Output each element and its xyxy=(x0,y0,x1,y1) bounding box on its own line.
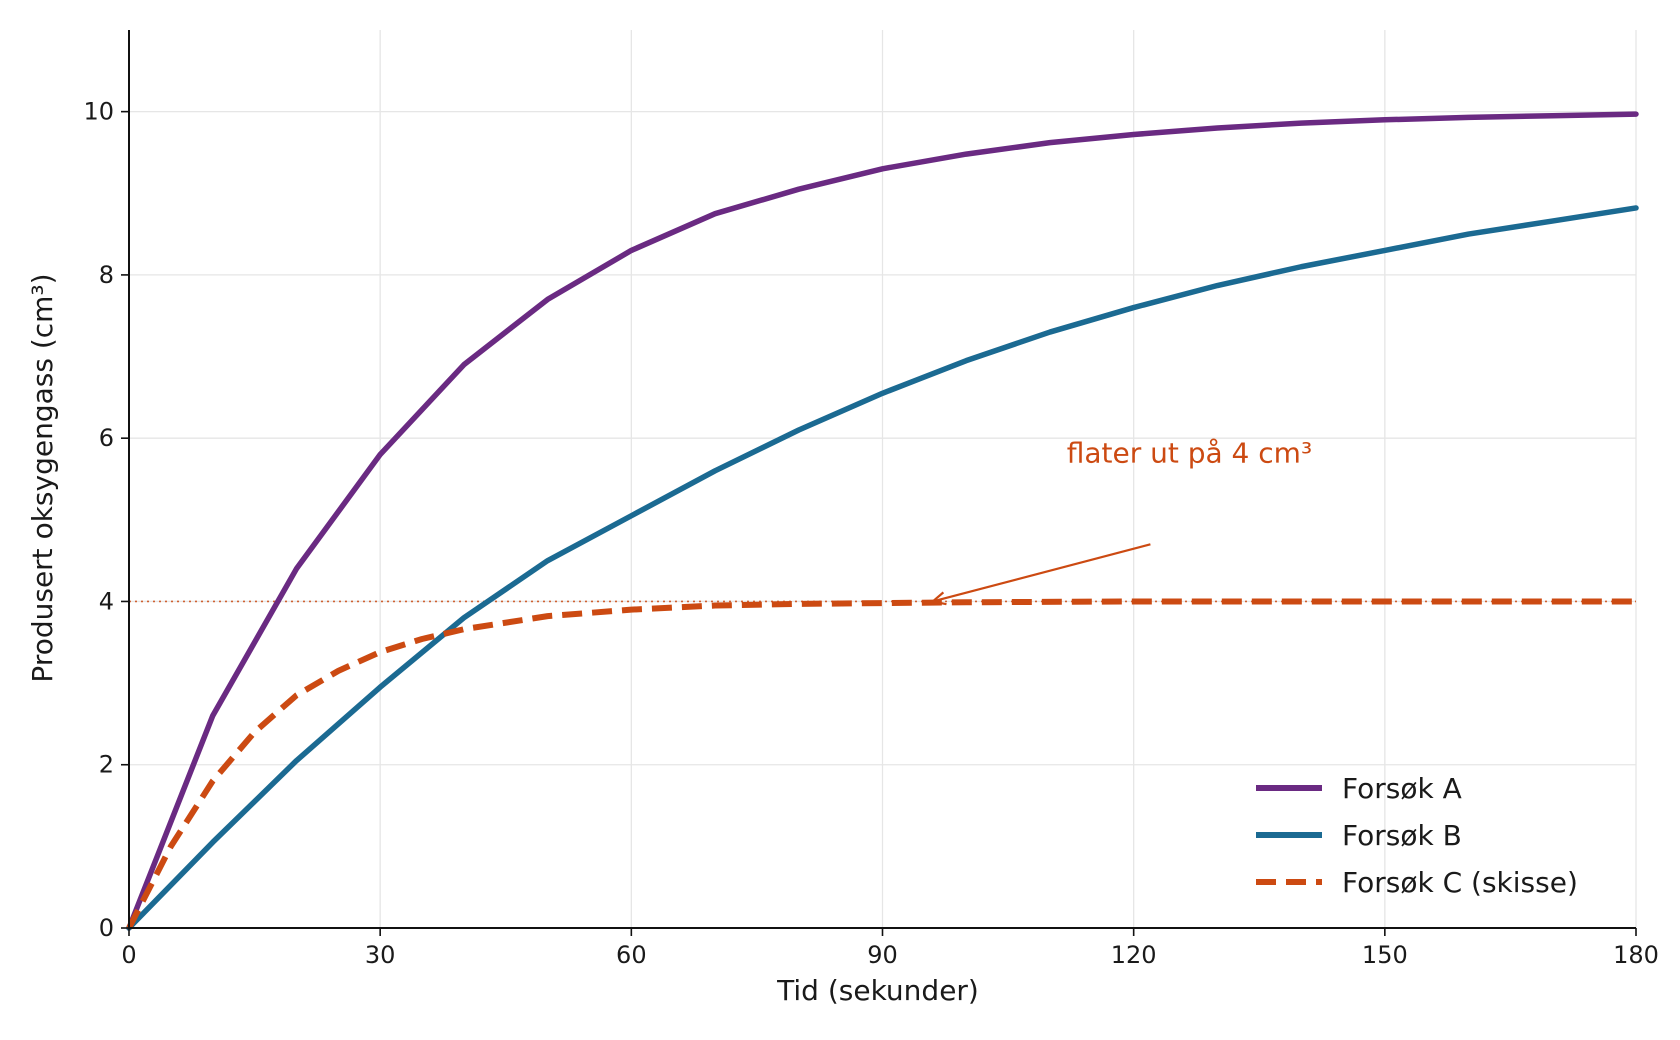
annotation-group: flater ut på 4 cm³ xyxy=(930,437,1312,606)
x-tick-label: 90 xyxy=(867,941,898,969)
grid-lines xyxy=(129,30,1637,928)
annotation-arrow-line xyxy=(932,543,1151,603)
y-tick-label: 4 xyxy=(99,587,114,615)
legend: Forsøk A Forsøk B Forsøk C (skisse) xyxy=(1256,772,1578,899)
legend-label-1: Forsøk A xyxy=(1342,772,1462,805)
annotation-text: flater ut på 4 cm³ xyxy=(1067,437,1312,470)
y-axis-title: Produsert oksygengass (cm³) xyxy=(26,273,59,682)
x-tick-label: 180 xyxy=(1613,941,1659,969)
tick-labels: 0 30 60 90 120 150 180 0 2 4 6 8 10 xyxy=(83,98,1658,969)
series-line-2 xyxy=(126,205,1639,931)
series-line-3 xyxy=(126,598,1636,930)
y-tick-label: 8 xyxy=(99,261,114,289)
legend-label-3: Forsøk C (skisse) xyxy=(1342,866,1578,899)
series-lines xyxy=(126,111,1639,931)
x-tick-label: 30 xyxy=(365,941,396,969)
y-tick-label: 10 xyxy=(83,98,114,126)
x-tick-label: 0 xyxy=(121,941,136,969)
legend-label-2: Forsøk B xyxy=(1342,819,1462,852)
y-tick-label: 0 xyxy=(99,914,114,942)
x-tick-label: 60 xyxy=(616,941,647,969)
x-axis-title: Tid (sekunder) xyxy=(776,974,979,1007)
x-tick-label: 120 xyxy=(1111,941,1157,969)
series-line-1 xyxy=(126,111,1639,931)
y-tick-label: 2 xyxy=(99,751,114,779)
annotation-arrow-head xyxy=(930,591,947,606)
y-tick-label: 6 xyxy=(99,424,114,452)
x-tick-label: 150 xyxy=(1362,941,1408,969)
